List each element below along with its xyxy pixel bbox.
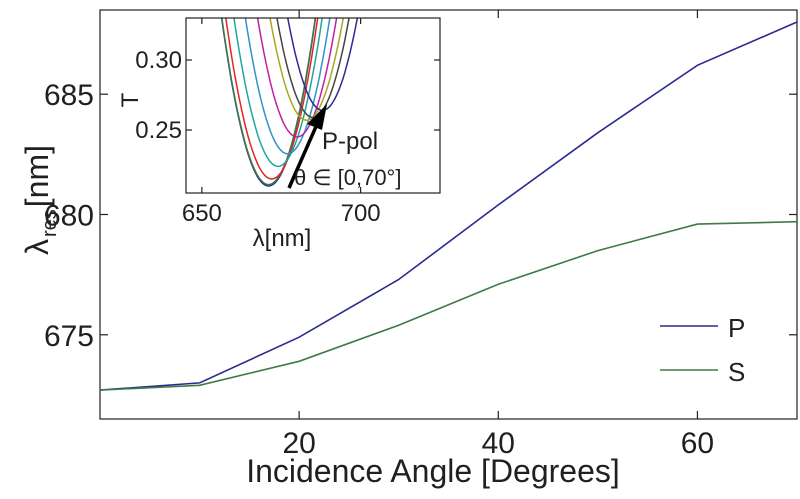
inset-curve-3 (233, 18, 323, 168)
inset-curve-2 (225, 18, 319, 180)
annotation-theta-range: θ ∈ [0,70°] (294, 165, 401, 190)
inset-axis-ticks (186, 18, 440, 193)
y-tick-label: 680 (44, 200, 94, 233)
y-axis-label-symbol: λ (19, 239, 55, 255)
inset-curves-group (220, 18, 359, 187)
main-axis-ticks (100, 10, 797, 419)
x-axis-label: Incidence Angle [Degrees] (246, 453, 620, 489)
annotation-arrow (287, 121, 320, 189)
inset-curve-1 (221, 18, 317, 186)
y-tick-label: 685 (44, 79, 94, 112)
main-tick-labels: 20 40 60 675 680 685 (44, 79, 714, 460)
legend: P S (660, 313, 745, 387)
main-series-group (99, 21, 798, 391)
x-tick-label: 40 (482, 427, 515, 460)
inset-x-axis-label: λ[nm] (253, 225, 312, 252)
x-tick-label: 20 (282, 427, 315, 460)
inset-curve-8 (286, 18, 359, 112)
inset-tick-labels: 650 700 0.25 0.30 (135, 47, 380, 227)
y-axis-label-unit: [nm] (19, 145, 55, 207)
y-tick-label: 675 (44, 320, 94, 353)
inset-y-axis-label: T (117, 92, 144, 107)
inset-y-tick-label: 0.25 (135, 117, 182, 144)
inset-x-tick-label: 700 (341, 200, 381, 227)
x-tick-label: 60 (681, 427, 714, 460)
y-axis-label-subscript: res (39, 209, 61, 237)
inset-annotation: P-pol θ ∈ [0,70°] (287, 104, 401, 190)
series-line-p (99, 21, 798, 391)
main-plot: 20 40 60 675 680 685 Incidence Angle [Degrees… (19, 9, 798, 489)
legend-label-p: P (728, 313, 745, 343)
inset-frame (185, 17, 441, 194)
inset-plot: 650 700 0.25 0.30 T λ[nm] P-pol θ ∈ [0,70°] (117, 17, 441, 252)
annotation-arrowhead (307, 104, 327, 130)
y-axis-label: λ res[nm] (19, 145, 61, 255)
inset-y-tick-label: 0.30 (135, 47, 182, 74)
inset-curve-7 (276, 18, 350, 119)
legend-label-s: S (728, 357, 745, 387)
annotation-polarization: P-pol (322, 128, 378, 155)
series-line-s (99, 220, 798, 391)
inset-x-tick-label: 650 (182, 200, 222, 227)
